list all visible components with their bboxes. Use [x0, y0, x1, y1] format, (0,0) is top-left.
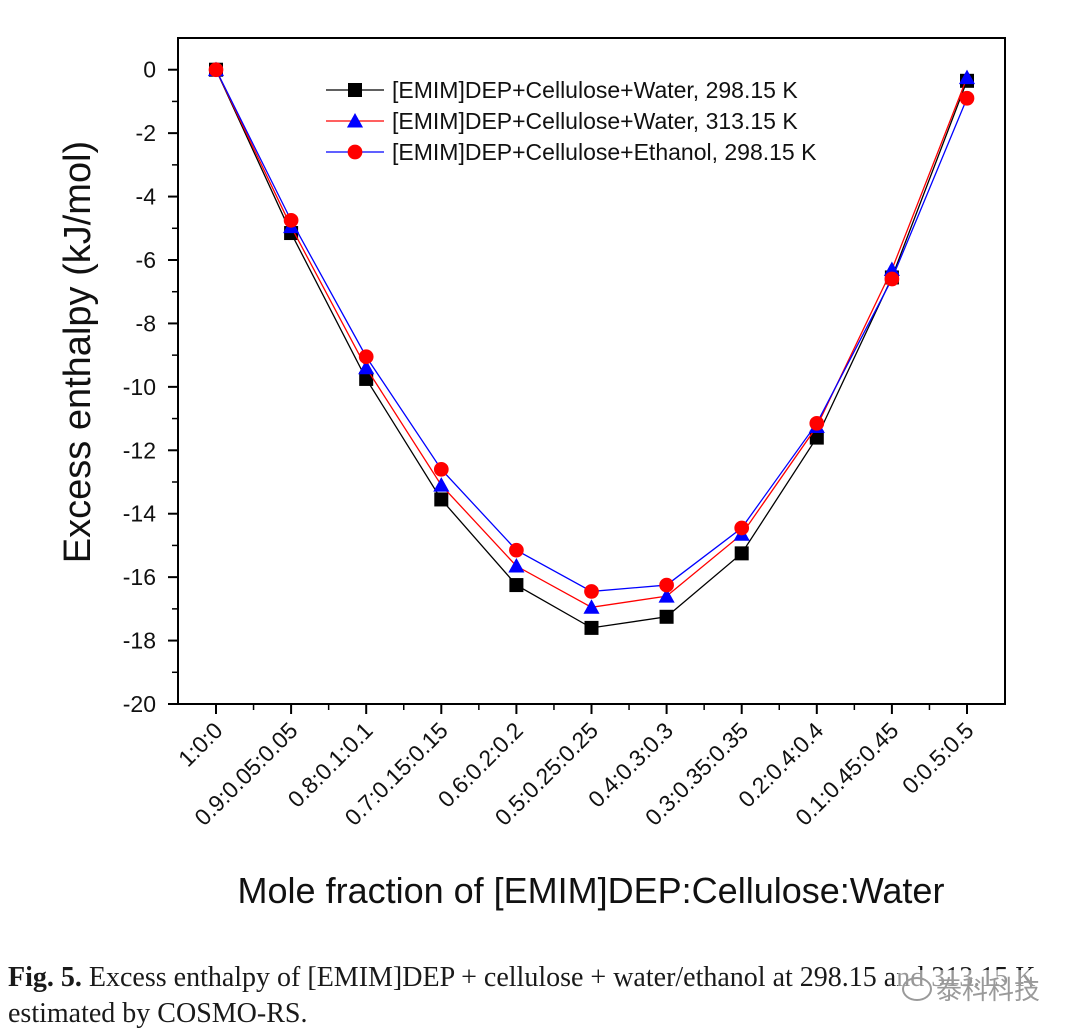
data-point-circle [659, 577, 674, 593]
legend: [EMIM]DEP+Cellulose+Water, 298.15 K [EMIM… [326, 77, 817, 165]
data-point-square [809, 430, 824, 445]
data-point-square [734, 546, 749, 561]
data-point-triangle [883, 261, 900, 276]
y-tick-label: -10 [123, 374, 156, 400]
data-point-circle [509, 542, 524, 558]
watermark-text: 泰科科技 [936, 976, 1041, 1006]
data-point-circle [358, 349, 374, 365]
data-point-circle [283, 213, 299, 228]
x-tick-label: 0:0.5:0.5 [897, 717, 979, 799]
y-tick-label: -14 [123, 501, 156, 527]
data-point-circle [809, 415, 825, 431]
data-point-triangle [508, 557, 525, 573]
data-point-circle [347, 144, 363, 160]
data-point-circle [884, 271, 900, 287]
y-tick-label: -6 [136, 247, 156, 273]
caption-text: Excess enthalpy of [EMIM]DEP + cellulose… [8, 962, 1036, 1029]
y-tick-label: 0 [143, 57, 156, 83]
axis-ticks: 0-2-4-6-8-10-12-14-16-18-201:0:00.9:0.05… [123, 57, 979, 831]
watermark: 泰科科技 [898, 970, 1045, 1007]
legend-item: [EMIM]DEP+Cellulose+Water, 313.15 K [326, 108, 798, 134]
legend-label: [EMIM]DEP+Cellulose+Water, 298.15 K [392, 77, 798, 103]
data-point-triangle [658, 588, 675, 603]
series-3 [208, 62, 975, 599]
series-group [207, 61, 976, 635]
data-point-circle [584, 584, 599, 599]
data-point-circle [433, 461, 449, 477]
caption-label: Fig. 5. [8, 962, 82, 993]
y-tick-label: -16 [123, 564, 156, 590]
legend-item: [EMIM]DEP+Cellulose+Ethanol, 298.15 K [326, 139, 817, 165]
y-tick-label: -20 [123, 691, 156, 717]
chart: 0-2-4-6-8-10-12-14-16-18-201:0:00.9:0.05… [57, 37, 1006, 911]
y-tick-label: -8 [136, 310, 156, 336]
data-point-square [584, 620, 599, 635]
data-point-triangle [346, 112, 364, 128]
data-point-square [659, 609, 674, 624]
legend-item: [EMIM]DEP+Cellulose+Water, 298.15 K [326, 77, 798, 103]
y-tick-label: -4 [136, 184, 157, 210]
wechat-icon [902, 976, 932, 1001]
data-point-triangle [958, 69, 976, 85]
y-tick-label: -12 [123, 437, 156, 463]
data-point-square [509, 578, 524, 593]
data-point-circle [208, 62, 224, 78]
data-point-triangle [358, 359, 375, 375]
legend-label: [EMIM]DEP+Cellulose+Ethanol, 298.15 K [392, 139, 817, 165]
y-tick-label: -2 [136, 120, 156, 146]
data-point-circle [734, 520, 750, 536]
data-point-circle [959, 90, 975, 106]
x-tick-label: 1:0:0 [173, 717, 228, 772]
data-point-square [434, 492, 449, 507]
y-axis-label: Excess enthalpy (kJ/mol) [57, 141, 99, 563]
data-point-square [359, 371, 374, 386]
data-point-triangle [433, 477, 450, 492]
data-point-triangle [583, 599, 600, 614]
data-point-square [348, 83, 362, 97]
legend-label: [EMIM]DEP+Cellulose+Water, 313.15 K [392, 108, 798, 134]
x-axis-label: Mole fraction of [EMIM]DEP:Cellulose:Wat… [238, 870, 945, 911]
y-tick-label: -18 [123, 628, 156, 654]
figure-caption: Fig. 5. Excess enthalpy of [EMIM]DEP + c… [8, 960, 1068, 1032]
